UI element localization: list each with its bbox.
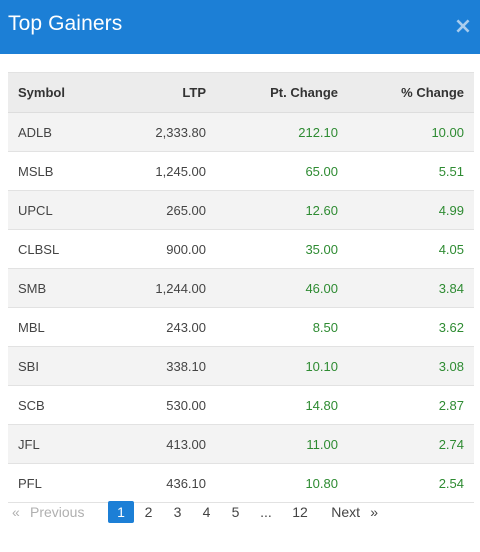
modal-title: Top Gainers: [8, 12, 123, 35]
cell-symbol: UPCL: [18, 202, 53, 218]
cell-pt-change: 14.80: [305, 397, 338, 413]
pagination-ellipsis: ...: [260, 504, 272, 520]
cell-ltp: 265.00: [166, 202, 206, 218]
cell-pct-change: 3.08: [438, 358, 464, 374]
cell-ltp: 243.00: [166, 319, 206, 335]
cell-pt-change: 11.00: [306, 436, 338, 452]
cell-pt-change: 46.00: [305, 280, 338, 296]
page-button-5[interactable]: 5: [231, 504, 240, 520]
cell-pt-change: 12.60: [305, 202, 338, 218]
cell-symbol: ADLB: [18, 124, 52, 140]
pagination: « Previous 1 2 3 4 5 ... 12 Next »: [12, 500, 378, 524]
previous-page-button[interactable]: Previous: [30, 504, 85, 520]
cell-pct-change: 5.51: [438, 163, 464, 179]
cell-pt-change: 212.10: [298, 124, 338, 140]
cell-symbol: CLBSL: [18, 241, 60, 257]
cell-pt-change: 8.50: [312, 319, 338, 335]
gainers-table: Symbol LTP Pt. Change % Change ADLB 2,33…: [8, 72, 474, 503]
table-row[interactable]: SCB 530.00 14.80 2.87: [8, 385, 474, 425]
cell-ltp: 530.00: [166, 397, 206, 413]
table-row[interactable]: UPCL 265.00 12.60 4.99: [8, 190, 474, 230]
table-row[interactable]: JFL 413.00 11.00 2.74: [8, 424, 474, 464]
cell-ltp: 413.00: [166, 436, 206, 452]
table-row[interactable]: CLBSL 900.00 35.00 4.05: [8, 229, 474, 269]
table-row[interactable]: SMB 1,244.00 46.00 3.84: [8, 268, 474, 308]
page-button-3[interactable]: 3: [173, 504, 182, 520]
cell-pct-change: 10.00: [431, 124, 464, 140]
table-row[interactable]: SBI 338.10 10.10 3.08: [8, 346, 474, 386]
last-page-icon[interactable]: »: [370, 504, 378, 520]
cell-ltp: 436.10: [166, 475, 206, 491]
cell-ltp: 338.10: [166, 358, 206, 374]
cell-symbol: JFL: [18, 436, 40, 452]
next-page-button[interactable]: Next: [331, 504, 360, 520]
page-button-2[interactable]: 2: [144, 504, 153, 520]
cell-ltp: 1,245.00: [155, 163, 206, 179]
cell-symbol: PFL: [18, 475, 42, 491]
table-row[interactable]: MBL 243.00 8.50 3.62: [8, 307, 474, 347]
column-header-symbol[interactable]: Symbol: [18, 85, 65, 100]
cell-pt-change: 10.10: [305, 358, 338, 374]
table-row[interactable]: PFL 436.10 10.80 2.54: [8, 463, 474, 503]
cell-symbol: MBL: [18, 319, 45, 335]
page-button-4[interactable]: 4: [202, 504, 211, 520]
table-header-row: Symbol LTP Pt. Change % Change: [8, 72, 474, 113]
cell-pct-change: 2.54: [438, 475, 464, 491]
cell-ltp: 2,333.80: [155, 124, 206, 140]
column-header-pct-change[interactable]: % Change: [401, 85, 464, 100]
first-page-icon[interactable]: «: [12, 504, 20, 520]
table-row[interactable]: ADLB 2,333.80 212.10 10.00: [8, 112, 474, 152]
page-button-1[interactable]: 1: [108, 501, 134, 523]
cell-ltp: 1,244.00: [155, 280, 206, 296]
cell-pct-change: 4.05: [438, 241, 464, 257]
cell-pct-change: 2.87: [438, 397, 464, 413]
cell-symbol: SMB: [18, 280, 47, 296]
cell-symbol: MSLB: [18, 163, 54, 179]
column-header-pt-change[interactable]: Pt. Change: [270, 85, 338, 100]
table-row[interactable]: MSLB 1,245.00 65.00 5.51: [8, 151, 474, 191]
close-icon[interactable]: ×: [453, 14, 473, 39]
cell-pct-change: 3.84: [438, 280, 464, 296]
cell-pt-change: 10.80: [305, 475, 338, 491]
cell-ltp: 900.00: [166, 241, 206, 257]
column-header-ltp[interactable]: LTP: [182, 85, 206, 100]
cell-pct-change: 2.74: [438, 436, 464, 452]
cell-pt-change: 65.00: [305, 163, 338, 179]
cell-pct-change: 4.99: [438, 202, 464, 218]
cell-symbol: SBI: [18, 358, 39, 374]
page-button-12[interactable]: 12: [292, 504, 308, 520]
cell-pt-change: 35.00: [305, 241, 338, 257]
cell-symbol: SCB: [18, 397, 45, 413]
cell-pct-change: 3.62: [438, 319, 464, 335]
modal-header: Top Gainers ×: [0, 0, 480, 54]
